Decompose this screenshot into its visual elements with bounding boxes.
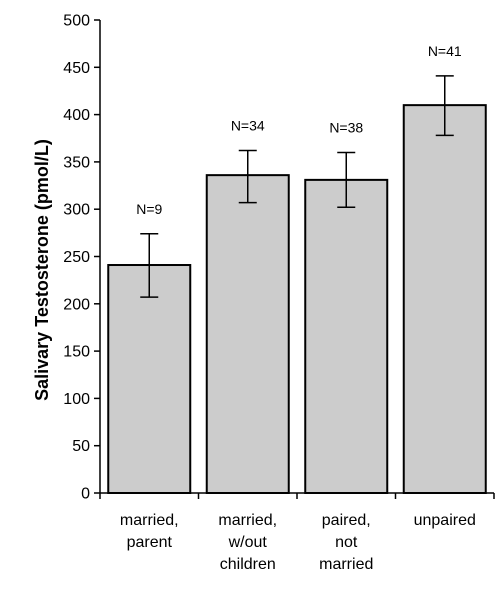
y-tick-label: 450 bbox=[63, 60, 90, 77]
y-tick-label: 500 bbox=[63, 13, 90, 30]
y-tick-label: 150 bbox=[63, 344, 90, 361]
bar bbox=[107, 264, 192, 494]
bar bbox=[402, 104, 487, 494]
category-label-line: married bbox=[319, 556, 373, 573]
plot-area: 0 50 100 150 200 250 300 350 400 450 500 N=9 married… bbox=[63, 13, 495, 573]
n-annotation: N=38 bbox=[329, 119, 363, 135]
y-tick-label: 100 bbox=[63, 391, 90, 408]
category-label: married, w/out children bbox=[218, 512, 277, 573]
bar bbox=[304, 178, 389, 494]
n-annotation: N=34 bbox=[231, 118, 265, 134]
y-axis-title: Salivary Testosterone (pmol/L) bbox=[32, 139, 52, 401]
category-label-line: children bbox=[220, 556, 276, 573]
n-annotation: N=9 bbox=[136, 201, 162, 217]
y-tick-label: 300 bbox=[63, 202, 90, 219]
y-tick-label: 200 bbox=[63, 296, 90, 313]
category-label-line: w/out bbox=[228, 534, 268, 551]
y-tick-label: 350 bbox=[63, 154, 90, 171]
y-axis-title-group: Salivary Testosterone (pmol/L) bbox=[32, 139, 52, 401]
category-label: married, parent bbox=[120, 512, 179, 551]
y-tick-label: 0 bbox=[81, 486, 90, 503]
category-label-line: married, bbox=[218, 512, 277, 529]
y-tick-label: 250 bbox=[63, 249, 90, 266]
n-annotation: N=41 bbox=[428, 43, 462, 59]
category-label-line: parent bbox=[127, 534, 173, 551]
category-label-line: unpaired bbox=[414, 512, 476, 529]
bar bbox=[205, 174, 290, 494]
category-label-line: married, bbox=[120, 512, 179, 529]
category-label: unpaired bbox=[414, 512, 476, 529]
category-label-line: paired, bbox=[322, 512, 371, 529]
category-label-line: not bbox=[335, 534, 358, 551]
y-tick-label: 50 bbox=[72, 438, 90, 455]
category-label: paired, not married bbox=[319, 512, 373, 573]
y-tick-label: 400 bbox=[63, 107, 90, 124]
